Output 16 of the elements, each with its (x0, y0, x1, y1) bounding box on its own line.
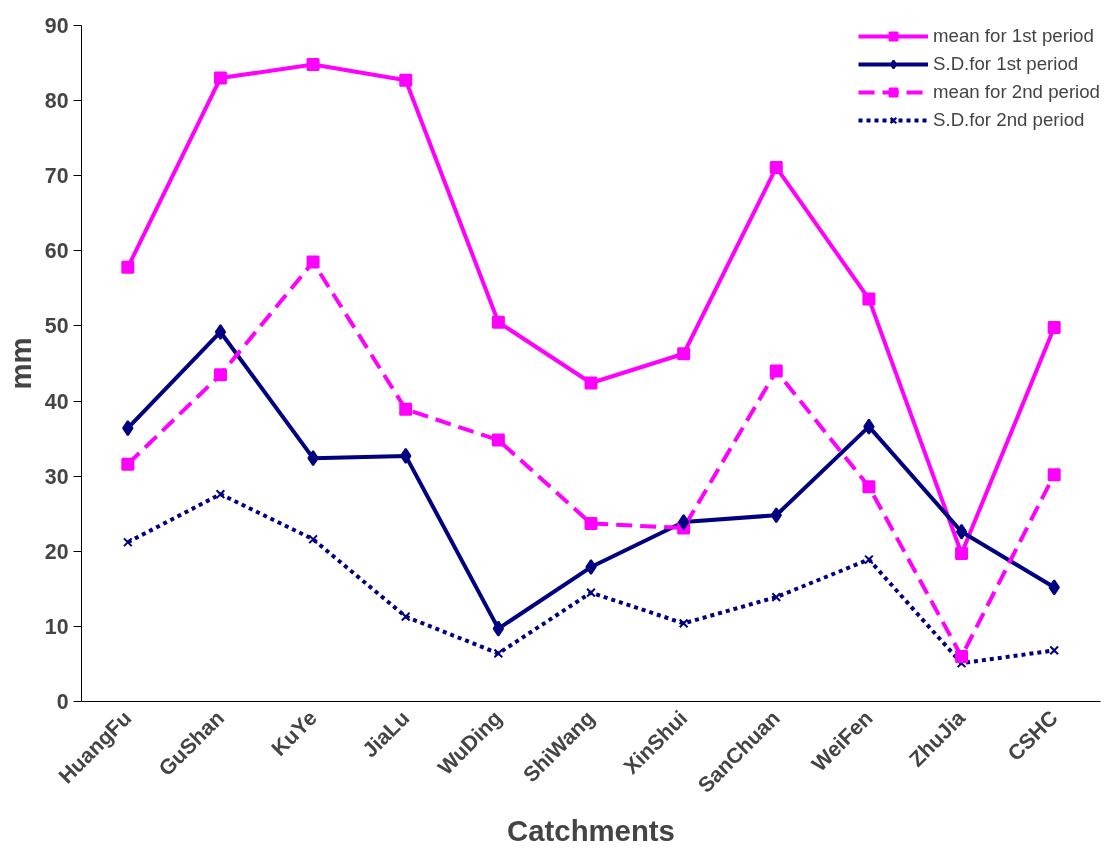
legend-label: S.D.for 1st period (933, 53, 1079, 75)
y-tick-label: 0 (56, 690, 69, 714)
legend-label: mean for 1st period (933, 25, 1094, 47)
y-tick-label: 20 (44, 539, 69, 564)
y-tick-label: 30 (44, 464, 69, 489)
x-axis-title: Catchments (507, 814, 675, 848)
y-tick-label: 80 (44, 89, 69, 114)
y-tick-label: 90 (44, 14, 69, 38)
y-tick-label: 70 (44, 164, 69, 189)
legend-label: mean for 2nd period (933, 81, 1100, 103)
y-tick-label: 50 (44, 314, 69, 339)
y-tick-label: 10 (44, 614, 69, 639)
y-axis-title: mm (3, 337, 37, 390)
legend-label: S.D.for 2nd period (933, 109, 1085, 131)
y-tick-label: 60 (44, 239, 69, 264)
y-tick-label: 40 (44, 389, 69, 414)
